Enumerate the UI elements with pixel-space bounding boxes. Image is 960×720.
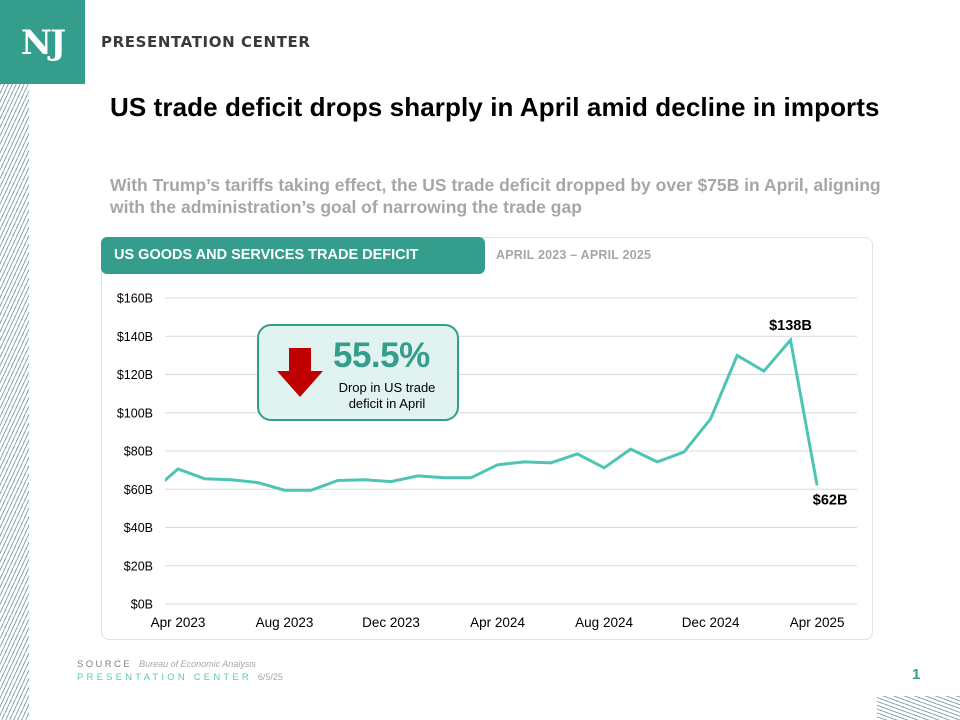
footer-date: 6/5/25 <box>257 672 283 682</box>
data-label: $138B <box>769 318 812 334</box>
decorative-hatch-left <box>0 84 29 720</box>
y-tick-label: $20B <box>124 559 153 573</box>
down-arrow-icon <box>277 348 323 397</box>
y-tick-label: $0B <box>131 598 153 612</box>
line-chart: $0B$20B$40B$60B$80B$100B$120B$140B$160B … <box>117 292 857 630</box>
y-axis-labels: $0B $20B $40B $60B $80B $100B $120B $140B $160B <box>117 292 153 612</box>
nj-logo: NJ <box>0 0 85 84</box>
footer-brand: PRESENTATION CENTER <box>77 672 252 683</box>
page-title: US trade deficit drops sharply in April … <box>110 92 880 122</box>
y-tick-label: $40B <box>124 521 153 535</box>
footer-brand-line: PRESENTATION CENTER 6/5/25 <box>77 672 283 683</box>
y-tick-label: $60B <box>124 483 153 497</box>
logo-text: NJ <box>20 23 66 63</box>
x-tick-label: Dec 2023 <box>362 615 420 630</box>
chart-card <box>101 237 873 640</box>
y-tick-label: $100B <box>117 406 153 420</box>
data-label: $62B <box>813 492 848 508</box>
y-tick-label: $80B <box>124 445 153 459</box>
series-layer <box>165 336 819 492</box>
x-tick-label: Apr 2025 <box>790 615 845 630</box>
source-label: SOURCE <box>77 659 133 670</box>
x-axis-labels: Apr 2023 Aug 2023 Dec 2023 Apr 2024 Aug 2024… <box>151 615 845 630</box>
chart-date-range: APRIL 2023 – APRIL 2025 <box>496 248 652 262</box>
callout-percent: 55.5% <box>333 336 430 375</box>
gridlines <box>165 297 857 605</box>
source-value: Bureau of Economic Analysis <box>139 659 256 669</box>
x-tick-label: Aug 2024 <box>575 615 633 630</box>
brand-name: PRESENTATION CENTER <box>101 33 311 51</box>
y-tick-label: $120B <box>117 368 153 382</box>
callout-description: Drop in US trade deficit in April <box>338 380 436 411</box>
decorative-hatch-bottom-right <box>877 696 960 720</box>
x-tick-label: Apr 2024 <box>470 615 525 630</box>
page-subtitle: With Trump’s tariffs taking effect, the … <box>110 175 881 217</box>
y-tick-label: $160B <box>117 292 153 306</box>
source-line: SOURCE Bureau of Economic Analysis <box>77 659 256 670</box>
y-tick-label: $140B <box>117 330 153 344</box>
chart-title-tab: US GOODS AND SERVICES TRADE DEFICIT <box>101 237 485 274</box>
page-number: 1 <box>912 666 921 683</box>
x-tick-label: Dec 2024 <box>682 615 740 630</box>
x-tick-label: Aug 2023 <box>256 615 314 630</box>
data-labels: $138B $62B <box>769 318 847 508</box>
series-line <box>165 336 819 492</box>
x-tick-label: Apr 2023 <box>151 615 206 630</box>
stat-callout: 55.5% Drop in US trade deficit in April <box>257 324 459 421</box>
chart-title: US GOODS AND SERVICES TRADE DEFICIT <box>114 247 419 263</box>
